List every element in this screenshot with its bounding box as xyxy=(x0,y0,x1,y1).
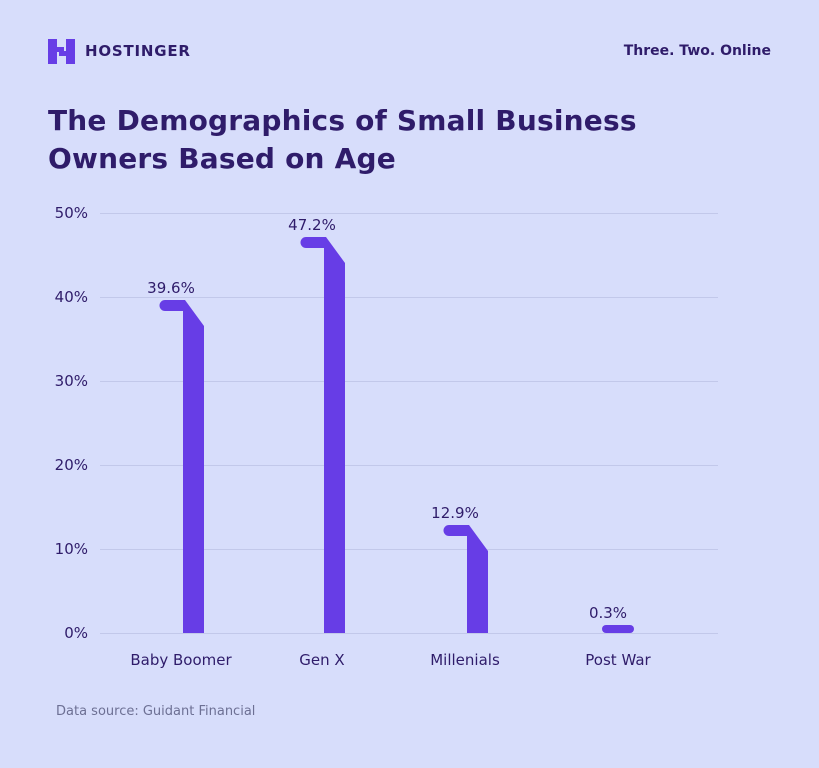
brand-tagline: Three. Two. Online xyxy=(623,43,771,59)
grid-line xyxy=(100,380,718,382)
category-label-gen-x: Gen X xyxy=(299,651,345,669)
grid-line xyxy=(100,548,718,550)
y-axis-label: 40% xyxy=(54,288,88,306)
category-label-post-war: Post War xyxy=(585,651,651,669)
brand-name: HOSTINGER xyxy=(85,42,191,60)
bar-gen-x xyxy=(300,237,345,633)
hostinger-logo-icon xyxy=(48,38,75,64)
grid-line xyxy=(100,212,718,214)
value-label-post-war: 0.3% xyxy=(588,604,628,622)
brand: HOSTINGER xyxy=(48,38,191,64)
y-axis-label: 30% xyxy=(54,372,88,390)
grid-line xyxy=(100,632,718,634)
chart-title: The Demographics of Small Business Owner… xyxy=(48,102,637,178)
category-label-baby-boomer: Baby Boomer xyxy=(130,651,232,669)
chart-title-line-1: The Demographics of Small Business xyxy=(48,104,637,137)
y-axis-label: 0% xyxy=(64,624,88,642)
y-axis-label: 20% xyxy=(54,456,88,474)
data-source: Data source: Guidant Financial xyxy=(56,704,256,719)
value-label-millenials: 12.9% xyxy=(431,504,479,522)
header: HOSTINGER Three. Two. Online xyxy=(48,36,771,66)
value-label-gen-x: 47.2% xyxy=(288,216,336,234)
chart-title-line-2: Owners Based on Age xyxy=(48,142,396,175)
grid-line xyxy=(100,464,718,466)
grid-line xyxy=(100,296,718,298)
y-axis-label: 10% xyxy=(54,540,88,558)
category-label-millenials: Millenials xyxy=(430,651,500,669)
bar-millenials xyxy=(443,525,488,633)
bar-post-war xyxy=(602,625,634,633)
bar-baby-boomer xyxy=(159,300,204,633)
y-axis-label: 50% xyxy=(54,204,88,222)
value-label-baby-boomer: 39.6% xyxy=(147,279,195,297)
